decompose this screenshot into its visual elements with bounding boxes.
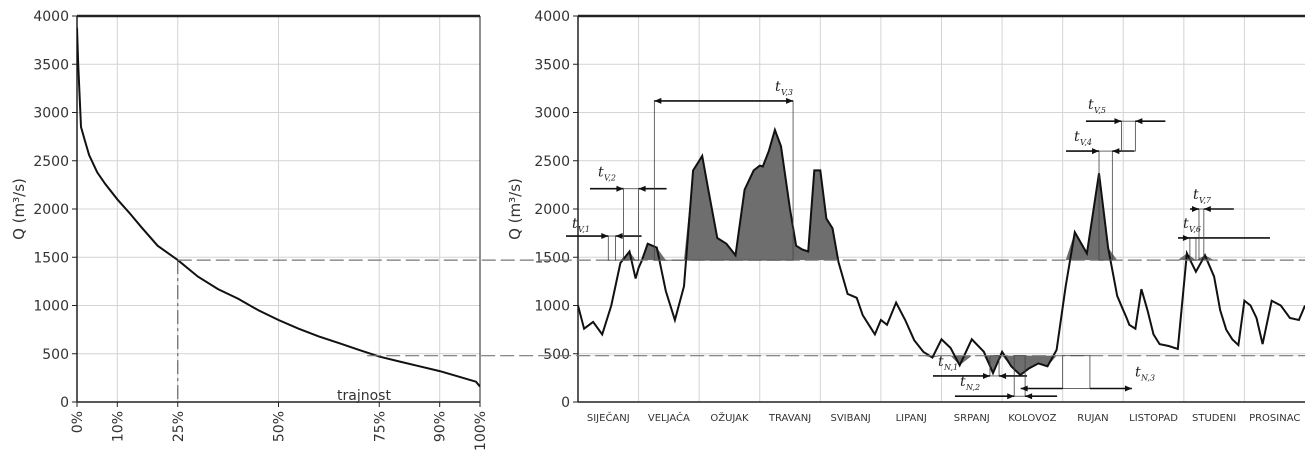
arrow-head (1124, 385, 1132, 392)
x-tick-label: 50% (272, 411, 288, 442)
arrow-head (982, 372, 990, 379)
duration-subscript-v1: V,1 (578, 225, 590, 234)
arrow-head (616, 185, 624, 192)
hydrograph-chart: 0 500 1000 1500 2000 2500 3000 3500 4000 Q (m³/s)… (506, 9, 1305, 424)
duration-subscript-n2: N,2 (965, 383, 980, 392)
y-tick-label: 1500 (534, 250, 570, 266)
arrow-head (1112, 148, 1120, 155)
month-label: SVIBANJ (830, 413, 870, 424)
x-tick-label: 10% (110, 411, 126, 442)
duration-label-v6: t (1183, 216, 1189, 232)
duration-label-v2: t (598, 165, 604, 181)
arrow-head (1092, 148, 1100, 155)
y-axis-label: Q (m³/s) (506, 178, 524, 240)
duration-label-v5: t (1088, 97, 1094, 113)
duration-annotations: t V,1t V,2t V,3t V,4t V,5t V,6t V,7t N,1t N,2t N,3 (566, 79, 1270, 400)
y-tick-label: 1500 (33, 250, 69, 266)
y-tick-label: 2000 (534, 202, 570, 218)
duration-bracket (1198, 208, 1205, 261)
month-label: TRAVANJ (768, 413, 811, 424)
duration-subscript-n1: N,1 (943, 363, 958, 372)
duration-bracket (607, 235, 616, 261)
duration-bracket (1062, 355, 1091, 389)
y-tick-label: 0 (561, 395, 570, 411)
arrow-head (1203, 206, 1211, 212)
month-label: RUJAN (1077, 413, 1108, 424)
high-flow-area (578, 129, 1305, 261)
y-axis-label: Q (m³/s) (10, 178, 28, 240)
x-tick-label: 25% (171, 411, 187, 442)
duration-subscript-v5: V,5 (1094, 106, 1106, 115)
arrow-head (999, 372, 1007, 379)
duration-bracket (623, 188, 639, 261)
arrow-head (601, 233, 609, 240)
arrow-head (1182, 234, 1190, 241)
x-tick-label: 75% (372, 411, 388, 442)
month-label: OŽUJAK (710, 411, 749, 424)
y-tick-label: 4000 (534, 9, 570, 25)
duration-label-n2: t (960, 374, 966, 390)
month-label: LISTOPAD (1129, 413, 1178, 424)
y-tick-label: 0 (60, 395, 69, 411)
duration-label-v7: t (1193, 187, 1199, 203)
arrow-head (1114, 118, 1122, 125)
arrow-head (1135, 118, 1143, 125)
duration-subscript-v4: V,4 (1080, 138, 1092, 147)
x-tick-label: 90% (433, 411, 449, 442)
duration-label-v3: t (775, 79, 781, 95)
y-tick-label: 500 (42, 347, 69, 363)
y-tick-label: 2000 (33, 202, 69, 218)
threshold-connectors (177, 259, 1305, 357)
month-label: LIPANJ (896, 413, 927, 424)
arrow-head (615, 233, 623, 240)
duration-bracket (1098, 150, 1113, 261)
duration-bracket (989, 355, 1000, 377)
duration-curve-chart: 0 500 1000 1500 2000 2500 3000 3500 4000 0% 10% 25%… (10, 9, 489, 451)
month-label: KOLOVOZ (1008, 413, 1056, 424)
y-tick-label: 1000 (33, 299, 69, 315)
duration-subscript-v6: V,6 (1189, 225, 1201, 234)
x-tick-label: 0% (70, 411, 86, 433)
duration-subscript-n3: N,3 (1140, 373, 1155, 382)
y-tick-label: 3000 (33, 106, 69, 122)
arrow-head (1191, 206, 1199, 212)
arrow-head (638, 185, 646, 192)
month-label: STUDENI (1192, 413, 1236, 424)
month-label: PROSINAC (1249, 413, 1300, 424)
arrow-head (654, 97, 662, 104)
arrow-head (1025, 393, 1033, 400)
duration-label-n3: t (1135, 364, 1141, 380)
duration-subscript-v7: V,7 (1199, 196, 1212, 205)
duration-bracket (1121, 120, 1136, 152)
duration-label-n1: t (938, 354, 944, 370)
arrow-head (1020, 385, 1028, 392)
arrow-head (786, 97, 794, 104)
y-tick-label: 3500 (534, 57, 570, 73)
duration-subscript-v2: V,2 (604, 174, 616, 183)
y-tick-label: 2500 (33, 154, 69, 170)
x-tick-label: 100% (473, 411, 489, 451)
arrow-head (1007, 393, 1015, 400)
y-tick-label: 1000 (534, 299, 570, 315)
y-tick-label: 3500 (33, 57, 69, 73)
duration-bracket (1013, 355, 1026, 397)
duration-label-v1: t (572, 216, 578, 232)
y-tick-label: 3000 (534, 106, 570, 122)
month-label: SRPANJ (954, 413, 990, 424)
y-tick-label: 500 (543, 347, 570, 363)
duration-curve-line (77, 27, 480, 388)
trajnost-label: trajnost (337, 388, 391, 404)
y-tick-label: 4000 (33, 9, 69, 25)
duration-subscript-v3: V,3 (781, 88, 793, 97)
month-label: VELJAČA (648, 411, 690, 424)
hydrograph-line (578, 126, 1305, 377)
month-label: SIJEČANJ (587, 411, 630, 424)
duration-label-v4: t (1074, 129, 1080, 145)
y-tick-label: 2500 (534, 154, 570, 170)
